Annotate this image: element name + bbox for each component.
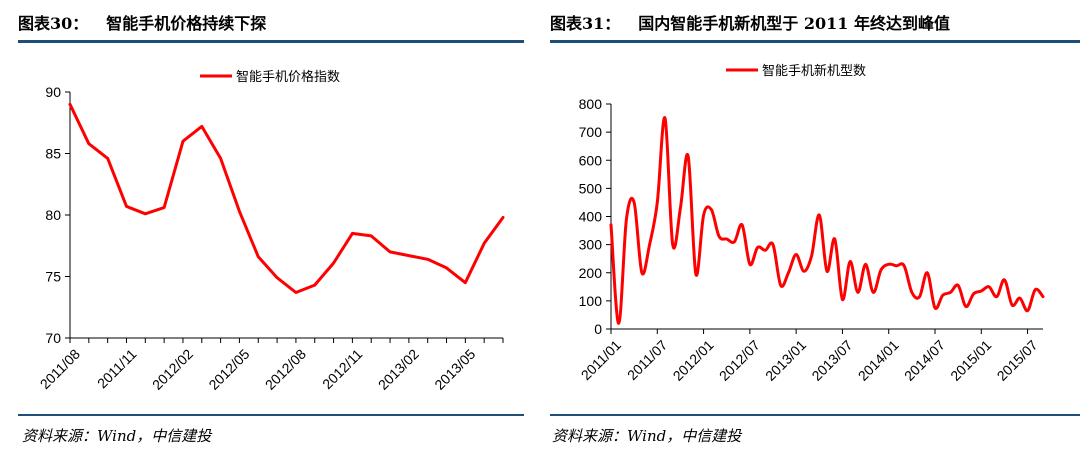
legend-label: 智能手机价格指数 [236,69,340,85]
x-tick-label: 2014/01 [855,337,902,384]
x-tick-label: 2011/01 [578,337,625,384]
x-tick-label: 2011/11 [94,346,140,392]
top-rule [550,40,1080,43]
x-tick-label: 2013/02 [375,346,422,393]
source-note: 资料来源：Wind，中信建投 [22,427,212,445]
y-tick-label: 800 [579,96,603,112]
figure-title: 智能手机价格持续下探 [106,14,267,33]
chart-title: 图表31： 国内智能手机新机型于 2011 年终达到峰值 [550,10,950,34]
x-tick-label: 2012/11 [319,346,366,393]
x-tick-label: 2013/01 [762,337,809,384]
y-tick-label: 600 [579,152,603,168]
chart-panel-left: 图表30： 智能手机价格持续下探 70 75 80 85 90 2011/08 2011/11… [0,0,524,454]
y-tick-label: 75 [45,269,61,285]
series-line [609,116,1045,325]
y-tick-label: 90 [45,84,61,100]
y-tick-label: 500 [579,180,603,196]
x-tick-label: 2012/02 [149,346,196,393]
figure-number: 图表30： [18,14,89,33]
figure-number: 图表31： [550,14,621,33]
y-tick-label: 400 [579,209,603,225]
top-rule [18,40,524,43]
x-tick-label: 2015/01 [947,337,994,384]
x-tick-label: 2012/05 [205,346,252,393]
x-tick-label: 2012/01 [670,337,717,384]
chart-title: 图表30： 智能手机价格持续下探 [18,10,266,34]
y-tick-label: 80 [45,207,61,223]
series-line [68,102,505,294]
y-tick-label: 700 [579,124,603,140]
y-tick-label: 200 [579,265,603,281]
source-note: 资料来源：Wind，中信建投 [552,427,742,445]
x-tick-label: 2015/07 [994,337,1041,384]
x-tick-label: 2012/08 [262,346,309,393]
y-tick-label: 300 [579,237,603,253]
y-tick-label: 100 [579,293,603,309]
x-tick-label: 2013/05 [431,346,478,393]
x-tick-label: 2011/08 [37,346,84,393]
y-tick-label: 85 [45,146,61,162]
bottom-rule [18,414,524,416]
y-tick-label: 0 [594,321,602,337]
y-tick-label: 70 [45,330,61,346]
x-tick-label: 2011/07 [624,337,671,384]
x-tick-label: 2014/07 [901,337,948,384]
chart-panel-right: 图表31： 国内智能手机新机型于 2011 年终达到峰值 0 100 200 300 40… [550,0,1080,454]
legend-label: 智能手机新机型数 [762,63,866,79]
x-tick-label: 2012/07 [716,337,763,384]
x-tick-label: 2013/07 [808,337,855,384]
bottom-rule [550,414,1080,416]
figure-title: 国内智能手机新机型于 2011 年终达到峰值 [638,14,950,33]
